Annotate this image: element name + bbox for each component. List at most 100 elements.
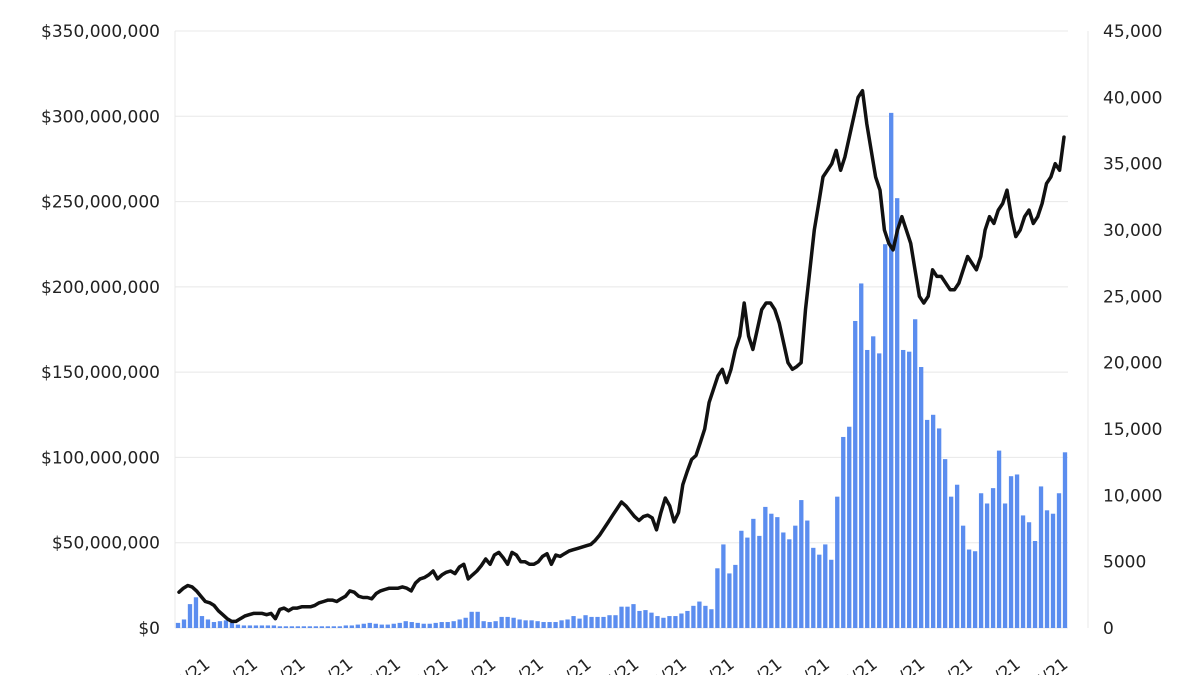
bar bbox=[415, 622, 420, 628]
right-axis-tick-label: 25,000 bbox=[1103, 287, 1162, 307]
right-axis-tick-label: 40,000 bbox=[1103, 88, 1162, 108]
bar bbox=[1020, 515, 1026, 628]
x-axis-tick-label: 6/21 bbox=[172, 654, 214, 675]
bar bbox=[1038, 486, 1044, 628]
bar bbox=[295, 626, 301, 628]
bar bbox=[595, 616, 600, 628]
bar bbox=[523, 620, 528, 628]
bar bbox=[1026, 522, 1032, 628]
bar bbox=[733, 564, 738, 628]
bar bbox=[1062, 452, 1068, 628]
bar bbox=[841, 436, 846, 628]
bar bbox=[223, 620, 229, 628]
bar bbox=[960, 525, 966, 628]
x-axis-tick-label: 9/21 bbox=[553, 654, 595, 675]
bar bbox=[936, 428, 942, 628]
bar bbox=[535, 621, 540, 628]
bar bbox=[289, 626, 295, 628]
left-axis-tick-label: $150,000,000 bbox=[41, 363, 160, 383]
bar bbox=[853, 320, 858, 628]
bar bbox=[307, 626, 313, 628]
x-axis-tick-label: 8/21 bbox=[791, 654, 833, 675]
bar bbox=[457, 619, 462, 628]
bar bbox=[1008, 476, 1014, 628]
bar bbox=[409, 622, 414, 628]
bar bbox=[385, 624, 390, 628]
bar bbox=[930, 414, 936, 628]
x-axis-tick-label: 2/21 bbox=[267, 654, 309, 675]
x-axis-tick-label: 3/21 bbox=[458, 654, 500, 675]
bar bbox=[325, 626, 330, 628]
bar bbox=[493, 621, 498, 628]
bar bbox=[205, 619, 211, 628]
bar bbox=[469, 611, 474, 628]
bar bbox=[775, 517, 780, 628]
bar bbox=[529, 620, 534, 628]
bar bbox=[895, 198, 900, 628]
bar bbox=[481, 621, 486, 628]
bar bbox=[187, 604, 193, 628]
bar bbox=[907, 351, 912, 628]
bar bbox=[181, 619, 187, 628]
bar bbox=[589, 616, 594, 628]
bar bbox=[805, 520, 810, 628]
bar bbox=[547, 622, 552, 628]
x-axis-tick-label: 7/21 bbox=[1030, 654, 1072, 675]
bar bbox=[715, 568, 720, 628]
bar bbox=[637, 610, 642, 628]
bar bbox=[427, 623, 432, 628]
bar bbox=[355, 624, 360, 628]
bar bbox=[948, 496, 954, 628]
bar bbox=[978, 493, 984, 628]
bar bbox=[829, 559, 834, 628]
bar bbox=[499, 616, 504, 628]
bar bbox=[613, 615, 618, 628]
bar bbox=[703, 605, 708, 628]
bar bbox=[265, 625, 271, 628]
bar bbox=[787, 539, 792, 628]
bar bbox=[661, 617, 666, 628]
bar bbox=[709, 609, 714, 628]
bar bbox=[996, 450, 1002, 628]
bar bbox=[954, 484, 960, 628]
right-axis-tick-label: 35,000 bbox=[1103, 155, 1162, 175]
bar bbox=[751, 518, 756, 628]
left-axis-tick-label: $100,000,000 bbox=[41, 448, 160, 468]
bar bbox=[445, 622, 450, 628]
bar bbox=[253, 625, 259, 628]
bar bbox=[625, 606, 630, 628]
bar bbox=[367, 622, 372, 628]
bar bbox=[475, 611, 480, 628]
bar bbox=[889, 112, 894, 629]
bar bbox=[175, 622, 181, 628]
bar bbox=[673, 616, 678, 628]
x-axis-tick-label: 1/21 bbox=[934, 654, 976, 675]
bar bbox=[301, 626, 307, 628]
left-axis-tick-label: $200,000,000 bbox=[41, 278, 160, 298]
bar bbox=[361, 623, 366, 628]
bar bbox=[421, 623, 426, 628]
bar bbox=[1056, 493, 1062, 628]
bar bbox=[877, 353, 882, 628]
bar bbox=[199, 616, 205, 628]
bar bbox=[972, 551, 978, 628]
bar bbox=[193, 597, 199, 628]
left-axis-tick-label: $50,000,000 bbox=[52, 534, 160, 554]
bar bbox=[883, 244, 888, 628]
x-axis-tick-label: 4/21 bbox=[219, 654, 261, 675]
bar bbox=[631, 604, 636, 628]
bar bbox=[769, 513, 774, 628]
bar bbox=[1032, 541, 1038, 628]
bar bbox=[871, 336, 876, 628]
bar bbox=[607, 615, 612, 628]
bar bbox=[583, 615, 588, 628]
bar bbox=[727, 573, 732, 628]
bar bbox=[1044, 510, 1050, 628]
bar bbox=[553, 622, 558, 628]
bar bbox=[859, 283, 864, 628]
bar bbox=[942, 459, 948, 628]
right-axis-tick-label: 5000 bbox=[1103, 553, 1146, 573]
bar bbox=[990, 488, 996, 628]
left-axis-tick-label: $300,000,000 bbox=[41, 107, 160, 127]
bar bbox=[403, 621, 408, 628]
